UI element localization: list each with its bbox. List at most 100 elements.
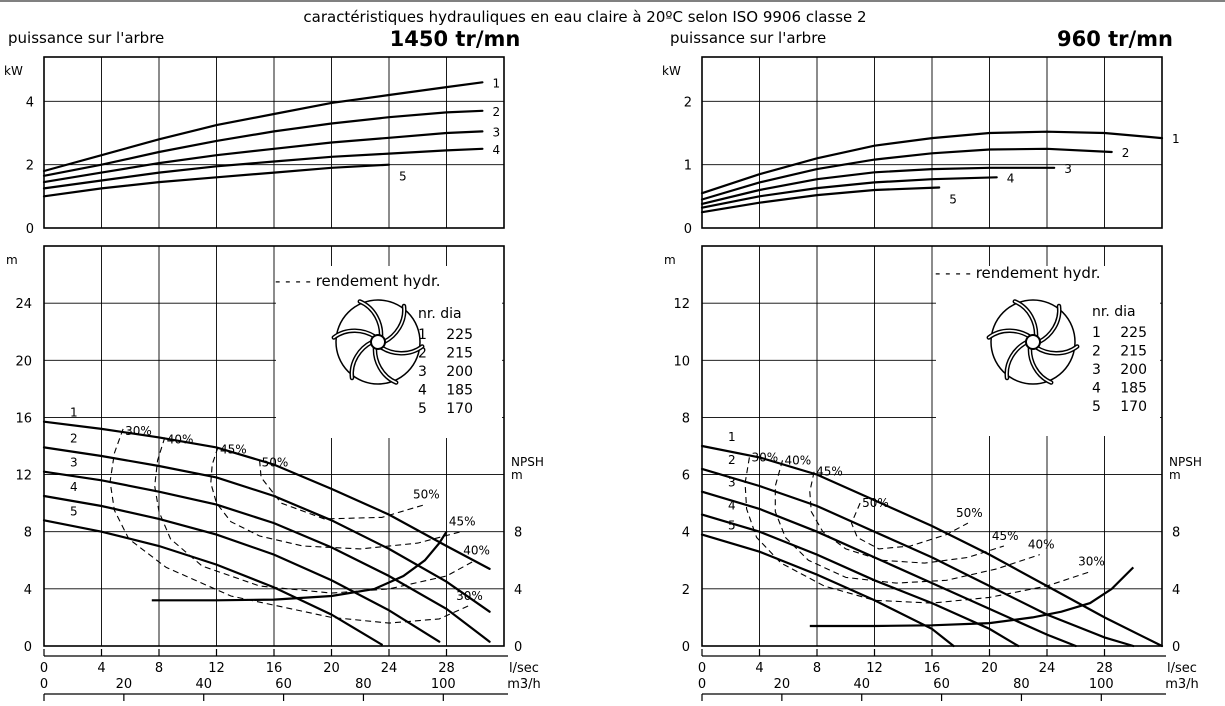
- head-unit-label: m: [664, 253, 676, 267]
- impeller-dia: 215: [1120, 344, 1147, 360]
- head-curve-2: [42, 446, 491, 613]
- power-panel-frame: [701, 56, 1163, 229]
- x-tick-label: 16: [266, 661, 283, 676]
- power-tick-label: 0: [684, 222, 692, 237]
- head-tick-label: 24: [15, 297, 32, 312]
- impeller-dia: 225: [1120, 325, 1147, 341]
- head-curve-label: 5: [728, 519, 736, 533]
- speed-label: 1450 tr/mn: [390, 27, 521, 51]
- efficiency-label: 30%: [1078, 555, 1105, 569]
- impeller-hub: [1025, 334, 1041, 350]
- head-curve-label: 4: [70, 480, 78, 494]
- power-chart-title: puissance sur l'arbre: [8, 29, 164, 47]
- head-curve-5: [700, 533, 955, 648]
- impeller-vane-inner: [1038, 305, 1061, 343]
- x2-tick-label: 40: [195, 677, 212, 692]
- x2-unit-label: m3/h: [507, 677, 541, 692]
- x-tick-label: 8: [813, 661, 821, 676]
- power-curve-5: [700, 186, 941, 214]
- head-tick-label: 4: [682, 526, 690, 541]
- head-curve-label: 5: [70, 504, 78, 518]
- x2-tick-label: 100: [431, 677, 456, 692]
- power-tick-label: 4: [26, 95, 34, 110]
- impeller-nr: 3: [418, 364, 427, 380]
- x-tick-label: 0: [698, 661, 706, 676]
- power-curve-label: 4: [492, 143, 500, 157]
- power-curve-label: 3: [492, 125, 500, 139]
- power-curve-3: [42, 130, 484, 184]
- impeller-vane-inner: [374, 346, 397, 384]
- impeller-dia: 200: [1120, 362, 1147, 378]
- impeller-dia: 170: [446, 401, 473, 417]
- efficiency-curve: [850, 502, 969, 550]
- chart-960-rpm: puissance sur l'arbre 960 tr/mn012kW12345…: [662, 27, 1202, 701]
- power-tick-label: 0: [26, 222, 34, 237]
- chart-1450-rpm: puissance sur l'arbre 1450 tr/mn024kW1234…: [4, 27, 544, 701]
- impeller-dia: 170: [1120, 399, 1147, 415]
- head-tick-label: 10: [673, 354, 690, 369]
- x2-tick-label: 20: [774, 677, 791, 692]
- x2-unit-label: m3/h: [1165, 677, 1199, 692]
- power-unit-label: kW: [4, 64, 23, 78]
- head-curve-label: 2: [728, 453, 736, 467]
- head-curve-2: [700, 467, 1135, 648]
- impeller-dia: 185: [1120, 381, 1147, 397]
- power-tick-label: 2: [26, 159, 34, 174]
- power-curve-4: [42, 147, 484, 190]
- impeller-nr: 5: [1092, 399, 1101, 415]
- head-curve-label: 1: [728, 430, 736, 444]
- x2-tick-label: 0: [40, 677, 48, 692]
- power-unit-label: kW: [662, 64, 681, 78]
- impeller-nr: 2: [1092, 344, 1101, 360]
- head-curve-5: [42, 519, 383, 646]
- efficiency-label: 40%: [463, 543, 490, 557]
- impeller-dia: 215: [446, 346, 473, 362]
- efficiency-curve: [210, 447, 462, 550]
- head-tick-label: 16: [15, 411, 32, 426]
- impeller-nr: 1: [1092, 325, 1101, 341]
- speed-label: 960 tr/mn: [1057, 27, 1173, 51]
- impeller-nr: 3: [1092, 362, 1101, 378]
- head-curve-3: [42, 470, 491, 643]
- npsh-curve: [809, 566, 1135, 628]
- x-tick-label: 20: [981, 661, 998, 676]
- head-curve-4: [700, 513, 1020, 648]
- efficiency-label: 40%: [1028, 538, 1055, 552]
- power-curve-label: 4: [1007, 171, 1015, 185]
- power-tick-label: 1: [684, 159, 692, 174]
- head-tick-label: 2: [682, 583, 690, 598]
- npsh-label: NPSH: [511, 455, 544, 469]
- efficiency-curve: [744, 457, 1091, 604]
- power-panel-frame: [43, 56, 505, 229]
- npsh-unit-label: m: [511, 468, 523, 482]
- head-tick-label: 6: [682, 469, 690, 484]
- head-tick-label: 8: [24, 526, 32, 541]
- impeller-hub: [370, 334, 386, 350]
- impeller-icon: [331, 299, 425, 385]
- npsh-tick-label: 0: [514, 640, 522, 655]
- x-tick-label: 4: [755, 661, 763, 676]
- head-tick-label: 0: [24, 640, 32, 655]
- head-curve-3: [700, 490, 1077, 648]
- power-curve-label: 3: [1064, 162, 1072, 176]
- head-curve-label: 3: [70, 456, 78, 470]
- page-caption: caractéristiques hydrauliques en eau cla…: [303, 8, 866, 26]
- x-tick-label: 24: [1039, 661, 1056, 676]
- x-tick-label: 28: [1096, 661, 1113, 676]
- power-curve-label: 5: [399, 170, 407, 184]
- head-curve-label: 1: [70, 406, 78, 420]
- head-tick-label: 0: [682, 640, 690, 655]
- impeller-nr: 1: [418, 327, 427, 343]
- x2-tick-label: 40: [853, 677, 870, 692]
- efficiency-label: 45%: [992, 529, 1019, 543]
- efficiency-label: 40%: [785, 453, 812, 467]
- efficiency-label: 45%: [220, 442, 247, 456]
- power-curve-1: [700, 130, 1164, 195]
- impeller-vane-inner: [333, 329, 376, 339]
- x2-tick-label: 100: [1089, 677, 1114, 692]
- power-curve-1: [42, 81, 484, 173]
- impeller-vane-inner: [350, 341, 373, 379]
- impeller-nr: 2: [418, 346, 427, 362]
- npsh-tick-label: 8: [1172, 526, 1180, 541]
